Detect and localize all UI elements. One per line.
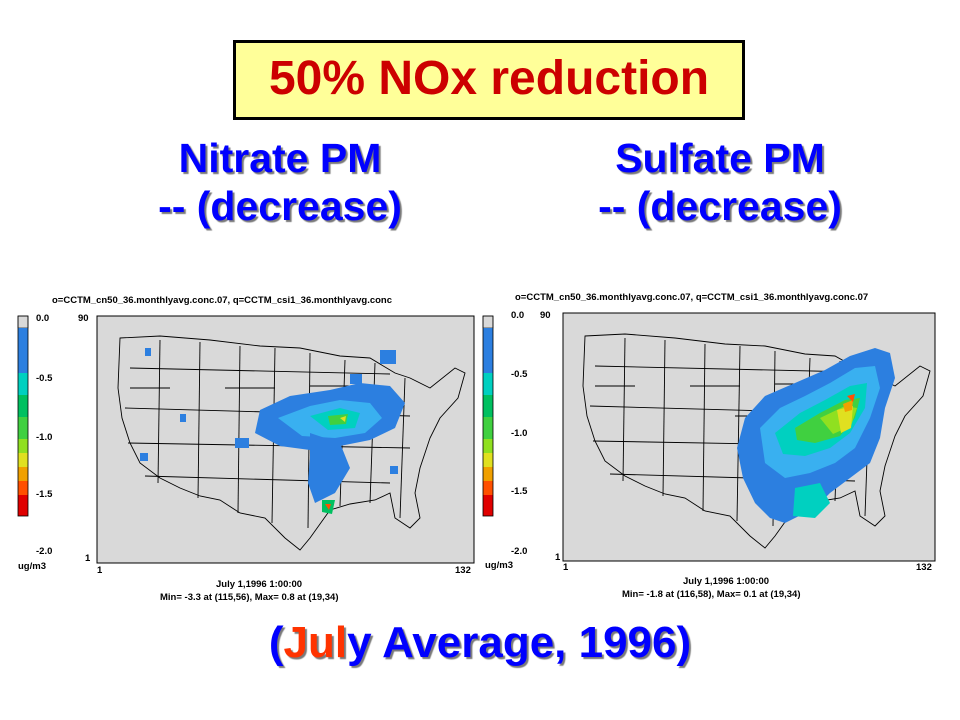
caption: (July Average, 1996) bbox=[0, 618, 960, 668]
sulfate-map-panel: o=CCTM_cn50_36.monthlyavg.conc.07, q=CCT… bbox=[475, 278, 955, 608]
caption-highlight: Jul bbox=[283, 618, 348, 667]
x-axis-min: 1 bbox=[563, 562, 569, 573]
y-axis-min: 1 bbox=[555, 552, 561, 563]
nitrate-header-line2: -- (decrease) bbox=[158, 183, 402, 229]
colorbar bbox=[17, 315, 29, 517]
colorbar-tick-3: -1.5 bbox=[36, 489, 53, 500]
nitrate-map-panel: o=CCTM_cn50_36.monthlyavg.conc.07, q=CCT… bbox=[10, 278, 490, 608]
nitrate-header: Nitrate PM -- (decrease) bbox=[115, 134, 445, 230]
colorbar-unit: ug/m3 bbox=[18, 561, 46, 572]
map-stats: Min= -3.3 at (115,56), Max= 0.8 at (19,3… bbox=[160, 592, 338, 603]
sulfate-header: Sulfate PM -- (decrease) bbox=[555, 134, 885, 230]
colorbar-tick-3: -1.5 bbox=[511, 486, 528, 497]
sulfate-decrease-field bbox=[737, 348, 895, 523]
colorbar-tick-0: 0.0 bbox=[36, 313, 49, 324]
map-stats: Min= -1.8 at (116,58), Max= 0.1 at (19,3… bbox=[622, 589, 800, 600]
sulfate-header-line1: Sulfate PM bbox=[615, 135, 825, 181]
colorbar-tick-1: -0.5 bbox=[36, 373, 53, 384]
y-axis-max: 90 bbox=[78, 313, 89, 324]
x-axis-max: 132 bbox=[916, 562, 932, 573]
colorbar-tick-4: -2.0 bbox=[36, 546, 52, 557]
caption-open: ( bbox=[268, 618, 284, 667]
nitrate-header-line1: Nitrate PM bbox=[178, 135, 382, 181]
colorbar-tick-2: -1.0 bbox=[511, 428, 527, 439]
colorbar-tick-2: -1.0 bbox=[36, 432, 52, 443]
colorbar-unit: ug/m3 bbox=[485, 560, 513, 571]
nitrate-decrease-field bbox=[140, 348, 405, 514]
colorbar bbox=[482, 315, 494, 517]
map-header-text: o=CCTM_cn50_36.monthlyavg.conc.07, q=CCT… bbox=[515, 292, 868, 303]
y-axis-max: 90 bbox=[540, 310, 551, 321]
y-axis-min: 1 bbox=[85, 553, 91, 564]
map-header-text: o=CCTM_cn50_36.monthlyavg.conc.07, q=CCT… bbox=[52, 295, 392, 306]
slide-title: 50% NOx reduction bbox=[233, 40, 745, 120]
x-axis-max: 132 bbox=[455, 565, 471, 576]
map-date: July 1,1996 1:00:00 bbox=[683, 576, 769, 587]
x-axis-min: 1 bbox=[97, 565, 103, 576]
map-date: July 1,1996 1:00:00 bbox=[216, 579, 302, 590]
sulfate-header-line2: -- (decrease) bbox=[598, 183, 842, 229]
colorbar-tick-1: -0.5 bbox=[511, 369, 528, 380]
colorbar-tick-4: -2.0 bbox=[511, 546, 527, 557]
caption-rest: y Average, 1996) bbox=[347, 618, 692, 667]
colorbar-tick-0: 0.0 bbox=[511, 310, 524, 321]
